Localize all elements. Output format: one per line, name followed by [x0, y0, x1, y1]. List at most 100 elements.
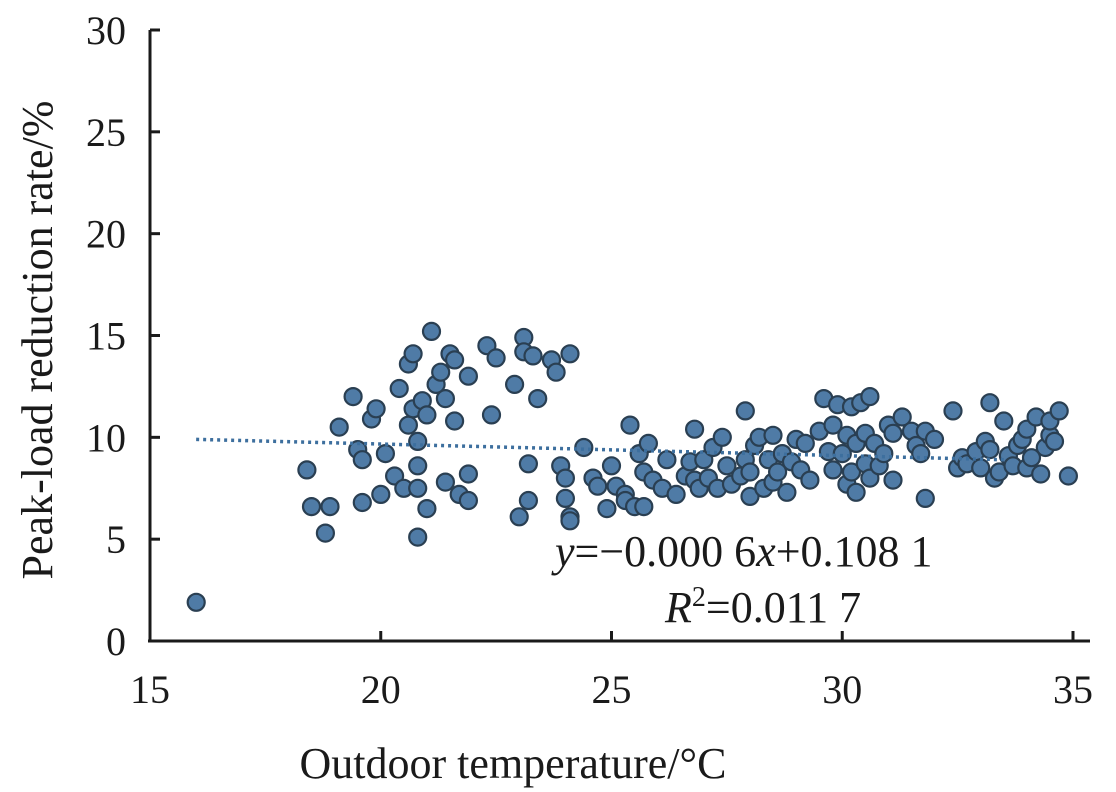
data-point — [846, 482, 866, 502]
data-point — [1021, 448, 1042, 468]
data-point — [1058, 466, 1079, 486]
data-point — [352, 492, 372, 513]
equation-x-var: x — [755, 527, 776, 576]
data-point — [883, 423, 903, 443]
data-point — [597, 499, 617, 519]
data-point — [767, 462, 788, 482]
data-point — [315, 523, 335, 543]
data-point — [740, 462, 760, 482]
r-squared-value: =0.011 7 — [706, 583, 861, 632]
data-point — [486, 348, 506, 368]
y-tick-label: 25 — [86, 110, 126, 155]
data-point — [560, 511, 580, 531]
data-point — [666, 484, 686, 504]
data-point — [458, 366, 478, 386]
data-point — [823, 460, 843, 480]
data-point — [389, 378, 409, 399]
data-point — [980, 440, 1000, 460]
data-point — [555, 468, 576, 488]
data-point — [735, 401, 755, 421]
data-point — [458, 464, 478, 484]
equation-part2: +0.108 1 — [776, 527, 933, 576]
data-point — [657, 450, 677, 470]
x-tick-label: 20 — [361, 667, 401, 712]
data-point — [638, 433, 659, 453]
data-point — [943, 401, 963, 421]
trend-line — [196, 437, 1004, 462]
data-point — [980, 393, 1000, 413]
data-point — [417, 499, 437, 519]
x-tick-label: 15 — [130, 667, 170, 712]
r-squared-var: R — [664, 583, 692, 632]
data-point — [555, 488, 576, 508]
data-point — [712, 427, 732, 447]
data-point — [445, 411, 465, 431]
x-tick-label: 30 — [822, 667, 862, 712]
data-point — [528, 389, 548, 409]
data-point — [523, 346, 543, 366]
data-point — [883, 470, 903, 490]
data-point — [403, 344, 423, 364]
data-point — [874, 444, 894, 464]
data-point — [435, 472, 455, 492]
data-point — [445, 350, 465, 370]
data-point — [329, 417, 349, 437]
data-point — [588, 476, 608, 496]
data-point — [371, 484, 391, 504]
y-ticks: 0 5 10 15 20 25 30 — [86, 8, 160, 664]
data-point — [620, 415, 640, 435]
data-point — [924, 429, 945, 449]
data-point — [408, 456, 428, 476]
data-point — [841, 462, 862, 482]
data-point — [740, 486, 760, 506]
data-point — [915, 488, 935, 508]
data-point — [823, 415, 843, 435]
y-tick-label: 30 — [86, 8, 126, 53]
data-point — [431, 362, 451, 382]
data-point — [860, 387, 880, 407]
data-point — [546, 362, 566, 382]
equation-y-var: y — [551, 527, 575, 576]
data-point — [684, 419, 705, 439]
data-point — [408, 478, 428, 498]
data-point — [481, 405, 502, 425]
data-point — [634, 497, 654, 517]
data-point — [892, 407, 912, 427]
data-point — [911, 444, 931, 464]
data-point — [1031, 464, 1051, 484]
y-tick-label: 10 — [86, 415, 126, 460]
data-point — [366, 399, 386, 419]
y-tick-label: 0 — [106, 619, 126, 664]
data-point — [504, 374, 525, 394]
data-point — [777, 482, 797, 502]
data-point — [421, 321, 442, 341]
y-tick-label: 5 — [106, 517, 126, 562]
data-point — [509, 507, 529, 527]
data-point — [417, 405, 437, 425]
r-squared: R2=0.011 7 — [664, 582, 861, 632]
data-point — [408, 527, 428, 547]
data-point — [994, 411, 1014, 431]
data-point — [832, 444, 852, 464]
data-point — [297, 460, 317, 480]
data-point — [458, 490, 478, 511]
y-tick-label: 20 — [86, 212, 126, 257]
y-tick-label: 15 — [86, 314, 126, 359]
data-point — [186, 592, 206, 612]
x-tick-label: 25 — [592, 667, 632, 712]
data-point — [398, 415, 418, 435]
data-point — [435, 389, 455, 409]
data-point — [800, 470, 820, 490]
y-axis-title: Peak-load reduction rate/% — [13, 101, 62, 580]
data-point — [601, 456, 622, 476]
data-point — [795, 433, 815, 453]
data-point — [343, 387, 363, 407]
r-squared-sup: 2 — [692, 582, 706, 613]
x-axis-title: Outdoor temperature/°C — [300, 739, 727, 788]
data-point — [375, 444, 395, 464]
data-point — [408, 431, 428, 451]
x-ticks: 15 20 25 30 35 — [130, 631, 1093, 712]
equation-part1: =−0.000 6 — [575, 527, 757, 576]
data-point — [717, 456, 737, 476]
